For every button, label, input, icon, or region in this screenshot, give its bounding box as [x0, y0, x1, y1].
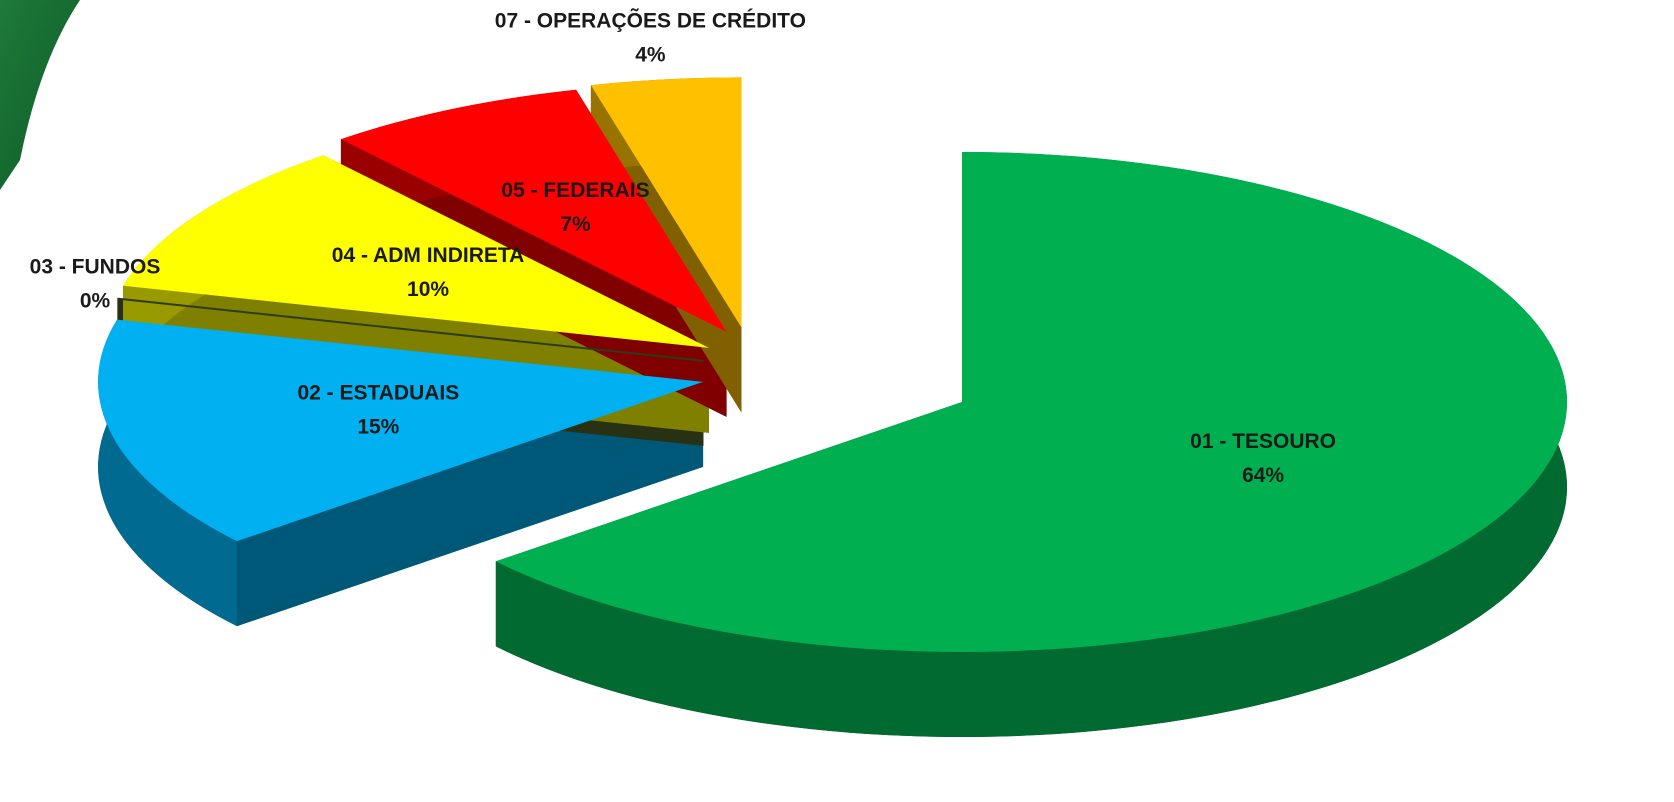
data-label-value: 15% — [357, 415, 399, 438]
slice — [340, 89, 727, 332]
data-label-value: 4% — [635, 44, 666, 67]
slice — [117, 297, 704, 362]
data-label-name: 04 - ADM INDIRETA — [332, 244, 525, 267]
slice — [123, 155, 710, 348]
data-label-name: 02 - ESTADUAIS — [297, 381, 459, 404]
slice — [590, 77, 742, 328]
data-label-value: 0% — [80, 290, 111, 313]
slice-rim — [98, 319, 237, 627]
slice — [98, 319, 704, 542]
data-label-value: 7% — [560, 213, 591, 236]
slice-rim — [495, 152, 1567, 737]
slice — [495, 152, 1567, 652]
data-label-value: 10% — [407, 278, 449, 301]
slice-tops — [98, 77, 1567, 652]
data-label-name: 01 - TESOURO — [1190, 430, 1336, 453]
data-label-name: 07 - OPERAÇÕES DE CRÉDITO — [495, 9, 806, 33]
decoration — [0, 0, 80, 190]
data-labels: 01 - TESOURO 64% 02 - ESTADUAIS 15% 03 - FUN… — [30, 9, 1336, 488]
data-label-name: 03 - FUNDOS — [30, 256, 161, 279]
data-label-value: 64% — [1242, 464, 1284, 487]
data-label-name: 05 - FEDERAIS — [501, 179, 649, 202]
